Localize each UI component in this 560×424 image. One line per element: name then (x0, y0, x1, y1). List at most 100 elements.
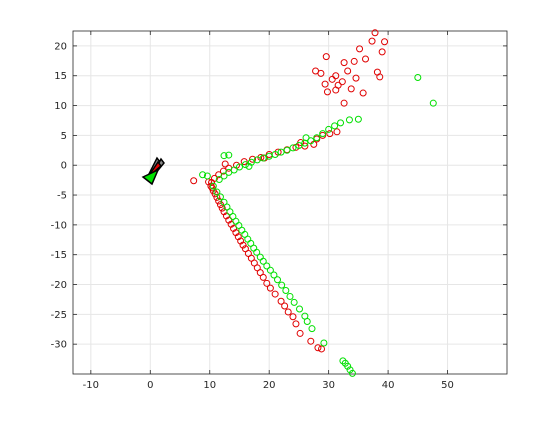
data-point (230, 166, 238, 174)
data-point (266, 284, 274, 292)
x-tick-label: 10 (203, 380, 216, 391)
y-tick-label: -20 (51, 280, 67, 291)
data-point (307, 337, 315, 345)
data-point (238, 226, 246, 234)
data-point (241, 161, 249, 169)
data-point (244, 235, 252, 243)
y-tick-label: -25 (51, 310, 67, 321)
data-point (270, 271, 278, 279)
pose-markers (141, 156, 165, 186)
y-tick-label: 20 (54, 41, 67, 52)
data-point (320, 339, 328, 347)
data-point (317, 69, 325, 77)
data-point (203, 172, 211, 180)
data-point (344, 362, 352, 370)
x-tick-label: 30 (322, 380, 335, 391)
data-point (354, 115, 362, 123)
data-point (220, 172, 228, 180)
data-point (295, 142, 303, 150)
data-point (328, 75, 336, 83)
data-point (239, 241, 247, 249)
data-point (289, 313, 297, 321)
data-point (216, 193, 224, 201)
data-point (414, 74, 422, 82)
data-point (359, 89, 367, 97)
data-point (332, 86, 340, 94)
data-point (338, 78, 346, 86)
data-point (346, 366, 354, 374)
axes-frame (72, 30, 508, 375)
data-point (308, 325, 316, 333)
series-0 (190, 29, 389, 353)
data-point (319, 130, 327, 138)
data-point (235, 163, 243, 171)
y-tick-label: 0 (61, 161, 67, 172)
x-tick-label: 0 (147, 380, 153, 391)
y-tick-label: 10 (54, 101, 67, 112)
data-point (376, 73, 384, 81)
data-point (332, 72, 340, 80)
data-point (296, 305, 304, 313)
data-point (333, 128, 341, 136)
y-tick-label: -30 (51, 340, 67, 351)
y-tick-label: -5 (57, 191, 67, 202)
data-point (302, 134, 310, 142)
data-point (253, 248, 261, 256)
x-tick-label: 40 (382, 380, 395, 391)
data-point (283, 146, 291, 154)
data-point (221, 160, 229, 168)
data-point (345, 116, 353, 124)
data-point (259, 273, 267, 281)
data-point (331, 122, 339, 130)
series-1 (199, 74, 437, 377)
x-tick-label: -10 (83, 380, 99, 391)
data-point (322, 53, 330, 61)
data-point (259, 257, 267, 265)
data-point (381, 38, 389, 46)
data-point (213, 193, 221, 201)
data-point (337, 119, 345, 127)
data-point (368, 37, 376, 45)
data-point (290, 298, 298, 306)
data-point (362, 55, 370, 63)
data-point (232, 217, 240, 225)
data-point (277, 297, 285, 305)
data-point (378, 48, 386, 56)
data-point (352, 74, 360, 82)
y-tick-label: -15 (51, 250, 67, 261)
data-point (347, 85, 355, 93)
data-point (216, 201, 224, 209)
data-point (344, 67, 352, 75)
data-point (281, 302, 289, 310)
data-point (199, 171, 207, 179)
data-points (190, 29, 437, 377)
y-tick-label: 15 (54, 71, 67, 82)
data-point (286, 292, 294, 300)
data-point (190, 177, 198, 185)
data-point (211, 190, 219, 198)
data-point (250, 244, 258, 252)
x-tick-label: 50 (441, 380, 454, 391)
data-point (326, 130, 334, 138)
data-point (321, 80, 329, 88)
data-point (356, 45, 364, 53)
data-point (350, 57, 358, 65)
grid-lines (73, 31, 507, 374)
data-point (296, 329, 304, 337)
data-point (292, 320, 300, 328)
data-point (339, 357, 347, 365)
x-tick-label: 20 (263, 380, 276, 391)
data-point (271, 290, 279, 298)
data-point (225, 151, 233, 159)
data-point (271, 150, 279, 158)
pose-marker-green (141, 168, 160, 186)
data-point (266, 266, 274, 274)
data-point (245, 162, 253, 170)
data-point (340, 99, 348, 107)
y-tick-label: -10 (51, 220, 67, 231)
data-point (314, 344, 322, 352)
data-point (263, 279, 271, 287)
data-point (303, 318, 311, 326)
